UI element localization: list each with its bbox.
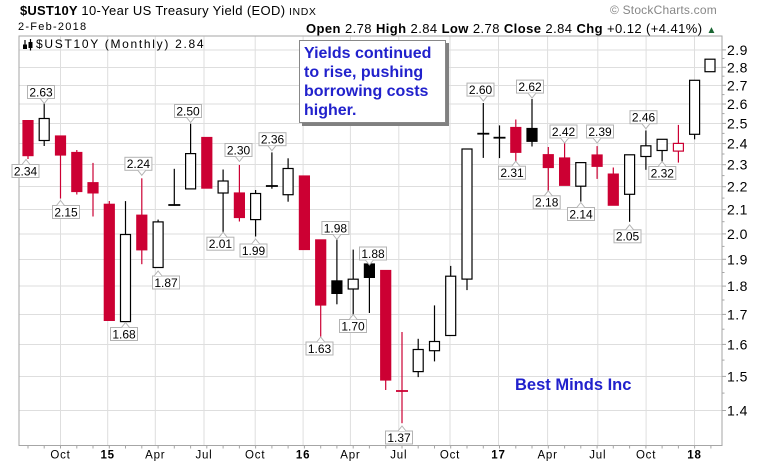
svg-text:1.37: 1.37 bbox=[387, 431, 411, 445]
svg-text:1.6: 1.6 bbox=[727, 336, 748, 352]
svg-text:2.14: 2.14 bbox=[569, 207, 593, 221]
svg-text:Jul: Jul bbox=[589, 450, 606, 462]
svg-text:2.2: 2.2 bbox=[727, 179, 748, 195]
svg-text:2.05: 2.05 bbox=[616, 230, 640, 244]
svg-text:1.5: 1.5 bbox=[727, 368, 748, 384]
svg-text:2.34: 2.34 bbox=[14, 164, 38, 178]
svg-text:2.4: 2.4 bbox=[727, 136, 748, 152]
svg-text:16: 16 bbox=[296, 450, 310, 462]
svg-text:2.15: 2.15 bbox=[54, 205, 78, 219]
svg-text:2.50: 2.50 bbox=[176, 104, 200, 118]
svg-text:Apr: Apr bbox=[537, 450, 557, 462]
svg-text:Jul: Jul bbox=[390, 450, 407, 462]
svg-text:2.8: 2.8 bbox=[727, 59, 748, 75]
svg-text:18: 18 bbox=[687, 450, 701, 462]
svg-text:15: 15 bbox=[100, 450, 114, 462]
svg-text:2.9: 2.9 bbox=[727, 42, 748, 58]
svg-text:2.46: 2.46 bbox=[632, 111, 656, 125]
svg-text:2.30: 2.30 bbox=[227, 143, 251, 157]
svg-text:1.8: 1.8 bbox=[727, 278, 748, 294]
svg-text:2.39: 2.39 bbox=[588, 125, 612, 139]
svg-text:2.5: 2.5 bbox=[727, 115, 748, 131]
svg-text:2.63: 2.63 bbox=[29, 85, 53, 99]
svg-text:1.99: 1.99 bbox=[242, 244, 266, 258]
svg-text:2.42: 2.42 bbox=[552, 125, 576, 139]
svg-text:Oct: Oct bbox=[440, 450, 460, 462]
svg-text:2.60: 2.60 bbox=[469, 83, 493, 97]
svg-text:1.63: 1.63 bbox=[308, 342, 332, 356]
svg-text:1.4: 1.4 bbox=[727, 403, 748, 419]
svg-text:2.32: 2.32 bbox=[651, 166, 675, 180]
svg-text:2.24: 2.24 bbox=[127, 157, 151, 171]
svg-text:2.7: 2.7 bbox=[727, 77, 748, 93]
svg-text:1.7: 1.7 bbox=[727, 306, 748, 322]
svg-text:1.87: 1.87 bbox=[154, 276, 178, 290]
svg-text:Jul: Jul bbox=[195, 450, 212, 462]
svg-text:2.01: 2.01 bbox=[209, 237, 233, 251]
svg-text:1.9: 1.9 bbox=[727, 251, 748, 267]
svg-text:1.70: 1.70 bbox=[341, 319, 365, 333]
svg-text:2.18: 2.18 bbox=[535, 196, 559, 210]
svg-text:Apr: Apr bbox=[145, 450, 165, 462]
svg-text:2.1: 2.1 bbox=[727, 202, 748, 218]
svg-text:2.6: 2.6 bbox=[727, 96, 748, 112]
svg-text:2.3: 2.3 bbox=[727, 157, 748, 173]
svg-text:Oct: Oct bbox=[636, 450, 656, 462]
svg-text:2.0: 2.0 bbox=[727, 226, 748, 242]
svg-text:Apr: Apr bbox=[340, 450, 360, 462]
svg-text:2.62: 2.62 bbox=[518, 80, 542, 94]
svg-text:2.31: 2.31 bbox=[500, 166, 524, 180]
svg-text:1.98: 1.98 bbox=[324, 221, 348, 235]
svg-text:1.68: 1.68 bbox=[112, 327, 136, 341]
svg-text:1.88: 1.88 bbox=[361, 247, 385, 261]
svg-text:Oct: Oct bbox=[245, 450, 265, 462]
svg-text:2.36: 2.36 bbox=[261, 133, 285, 147]
svg-text:17: 17 bbox=[491, 450, 505, 462]
svg-text:Oct: Oct bbox=[50, 450, 70, 462]
